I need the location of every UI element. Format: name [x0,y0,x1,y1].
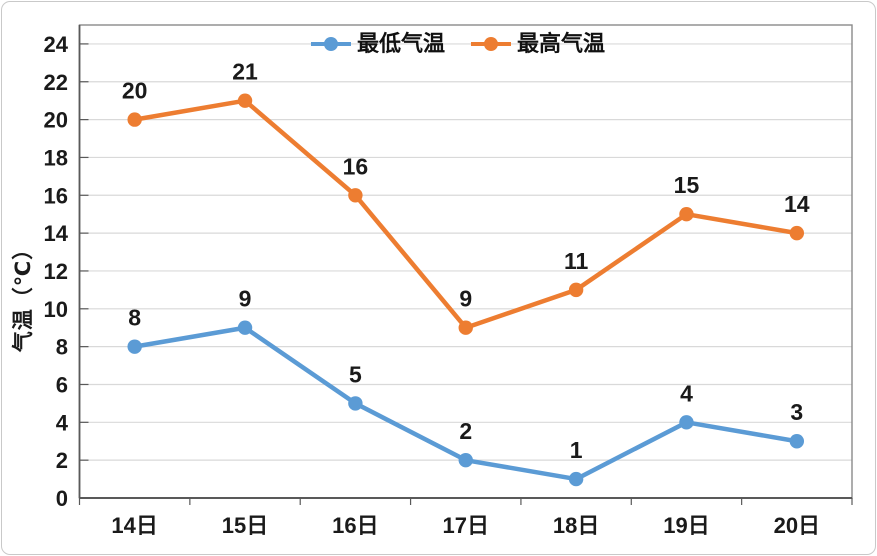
y-tick-label: 20 [44,108,68,133]
data-label: 1 [570,437,583,463]
line-marker-icon [471,37,511,51]
y-tick-label: 4 [56,410,69,435]
data-label: 3 [790,399,803,425]
data-point-marker [237,93,253,108]
data-label: 20 [122,78,148,104]
data-label: 9 [239,286,252,312]
data-label: 15 [674,172,700,198]
data-label: 11 [564,248,589,274]
data-point-marker [789,434,805,449]
data-point-marker [568,471,584,487]
legend-label-min-temp: 最低气温 [356,31,445,56]
data-point-marker [458,320,473,335]
y-tick-label: 10 [44,297,68,322]
data-point-marker [348,188,363,203]
data-point-marker [568,282,584,298]
chart-legend: 最低气温 最高气温 [310,31,605,56]
data-label: 5 [349,361,362,387]
data-label: 21 [232,59,258,85]
x-tick-label: 16日 [332,513,378,538]
data-point-marker [679,207,694,222]
data-point-marker [237,320,253,335]
y-tick-label: 2 [56,448,68,473]
data-label: 2 [459,418,472,444]
y-tick-label: 6 [56,372,68,397]
y-tick-label: 24 [44,32,69,57]
line-marker-icon [310,37,351,51]
data-label: 14 [784,191,810,217]
x-tick-label: 20日 [774,513,820,538]
x-tick-label: 17日 [443,513,489,538]
y-tick-label: 0 [56,486,68,511]
data-label: 4 [680,380,693,406]
data-point-marker [789,225,805,241]
x-tick-label: 15日 [222,513,268,538]
y-tick-label: 14 [44,221,69,246]
y-axis-title: 气温（℃） [12,237,35,353]
y-tick-label: 12 [44,259,68,284]
y-tick-label: 8 [56,335,68,360]
data-label: 9 [459,286,472,312]
data-point-marker [127,112,142,127]
legend-item-min-temp: 最低气温 [310,31,445,56]
data-point-marker [458,452,473,468]
legend-item-max-temp: 最高气温 [471,33,605,55]
y-tick-label: 22 [44,70,68,95]
y-tick-label: 18 [44,145,68,170]
legend-label-max-temp: 最高气温 [517,31,606,56]
data-point-marker [348,396,363,411]
x-tick-label: 18日 [553,513,599,538]
x-tick-label: 14日 [111,513,157,538]
data-label: 8 [128,305,141,331]
data-point-marker [679,415,694,430]
y-tick-label: 16 [44,183,68,208]
data-label: 16 [343,153,369,179]
x-tick-label: 19日 [663,513,709,538]
data-point-marker [127,339,142,354]
